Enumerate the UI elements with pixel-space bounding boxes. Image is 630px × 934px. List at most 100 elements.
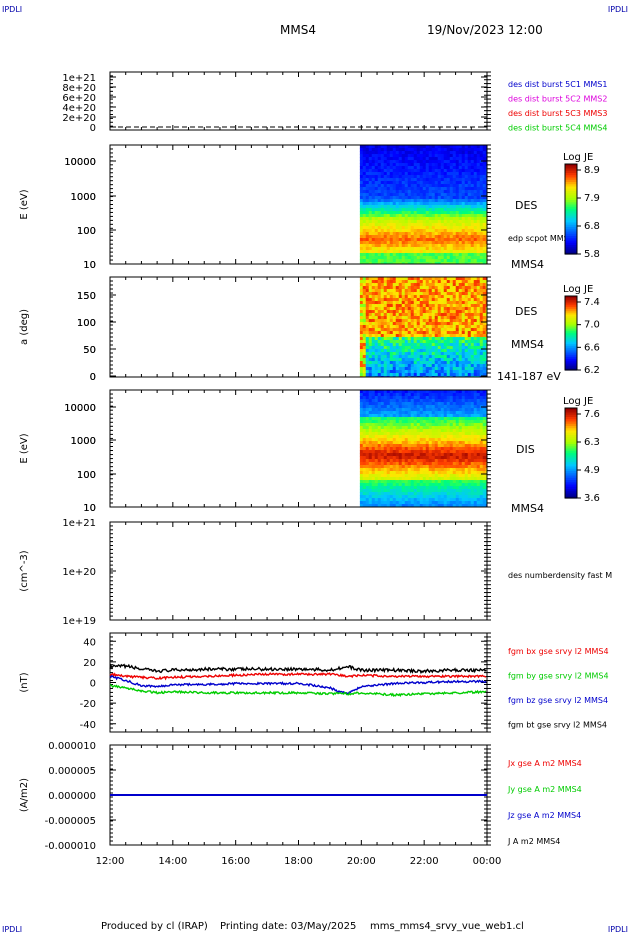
spectrogram-cell	[377, 355, 382, 359]
spectrogram-cell	[455, 259, 460, 263]
spectrogram-cell	[374, 202, 379, 206]
spectrogram-cell	[371, 468, 376, 472]
spectrogram-cell	[464, 241, 469, 245]
spectrogram-cell	[371, 145, 376, 149]
spectrogram-cell	[464, 277, 469, 281]
spectrogram-cell	[446, 241, 451, 245]
spectrogram-cell	[407, 298, 412, 302]
spectrogram-cell	[401, 501, 406, 505]
spectrogram-cell	[467, 247, 472, 251]
spectrogram-cell	[413, 438, 418, 442]
spectrogram-cell	[410, 247, 415, 251]
spectrogram-cell	[437, 328, 442, 332]
spectrogram-cell	[404, 262, 409, 264]
spectrogram-cell	[374, 178, 379, 182]
spectrogram-cell	[419, 453, 424, 457]
spectrogram-cell	[470, 373, 475, 377]
spectrogram-cell	[422, 456, 427, 460]
spectrogram-cell	[395, 283, 400, 287]
spectrogram-cell	[386, 310, 391, 314]
spectrogram-cell	[383, 280, 388, 284]
spectrogram-cell	[464, 259, 469, 263]
spectrogram-cell	[392, 181, 397, 185]
spectrogram-cell	[368, 492, 373, 496]
spectrogram-cell	[419, 154, 424, 158]
spectrogram-cell	[476, 361, 481, 365]
spectrogram-cell	[398, 346, 403, 350]
spectrogram-cell	[476, 154, 481, 158]
spectrogram-cell	[383, 504, 388, 507]
spectrogram-cell	[422, 495, 427, 499]
spectrogram-cell	[380, 459, 385, 463]
spectrogram-cell	[401, 480, 406, 484]
spectrogram-cell	[419, 208, 424, 212]
spectrogram-cell	[359, 325, 364, 329]
spectrogram-cell	[410, 435, 415, 439]
spectrogram-cell	[446, 304, 451, 308]
spectrogram-cell	[407, 352, 412, 356]
spectrogram-cell	[416, 334, 421, 338]
spectrogram-cell	[371, 402, 376, 406]
colorbar-swatch	[565, 186, 577, 190]
spectrogram-cell	[482, 190, 487, 194]
spectrogram-cell	[425, 247, 430, 251]
spectrogram-cell	[371, 420, 376, 424]
spectrogram-cell	[389, 190, 394, 194]
spectrogram-cell	[362, 217, 367, 221]
colorbar-swatch	[565, 303, 577, 306]
spectrogram-cell	[395, 289, 400, 293]
spectrogram-cell	[479, 358, 484, 362]
spectrogram-cell	[401, 453, 406, 457]
spectrogram-cell	[437, 444, 442, 448]
spectrogram-cell	[470, 319, 475, 323]
spectrogram-cell	[437, 399, 442, 403]
spectrogram-cell	[464, 208, 469, 212]
spectrogram-cell	[386, 205, 391, 209]
spectrogram-cell	[443, 286, 448, 290]
colorbar-swatch	[565, 353, 577, 356]
spectrogram-cell	[413, 390, 418, 394]
spectrogram-cell	[446, 202, 451, 206]
spectrogram-cell	[380, 256, 385, 260]
spectrogram-cell	[437, 352, 442, 356]
spectrogram-cell	[476, 352, 481, 356]
spectrogram-cell	[419, 438, 424, 442]
spectrogram-cell	[464, 166, 469, 170]
spectrogram-cell	[371, 262, 376, 264]
spectrogram-cell	[428, 483, 433, 487]
spectrogram-cell	[428, 160, 433, 164]
spectrogram-cell	[395, 414, 400, 418]
spectrogram-cell	[437, 331, 442, 335]
spectrogram-cell	[425, 166, 430, 170]
spectrogram-cell	[422, 465, 427, 469]
spectrogram-cell	[398, 292, 403, 296]
spectrogram-cell	[377, 441, 382, 445]
spectrogram-cell	[398, 405, 403, 409]
spectrogram-cell	[368, 244, 373, 248]
spectrogram-cell	[374, 145, 379, 149]
spectrogram-cell	[482, 220, 487, 224]
spectrogram-cell	[410, 450, 415, 454]
spectrogram-cell	[458, 295, 463, 299]
spectrogram-cell	[440, 298, 445, 302]
spectrogram-cell	[437, 304, 442, 308]
spectrogram-cell	[386, 181, 391, 185]
spectrogram-cell	[392, 367, 397, 371]
spectrogram-cell	[437, 310, 442, 314]
spectrogram-cell	[416, 250, 421, 254]
spectrogram-cell	[365, 456, 370, 460]
spectrogram-cell	[395, 145, 400, 149]
spectrogram-cell	[443, 211, 448, 215]
spectrogram-cell	[377, 229, 382, 233]
spectrogram-cell	[377, 199, 382, 203]
spectrogram-cell	[419, 423, 424, 427]
spectrogram-cell	[362, 504, 367, 507]
spectrogram-cell	[440, 208, 445, 212]
spectrogram-cell	[386, 178, 391, 182]
spectrogram-cell	[452, 313, 457, 317]
spectrogram-cell	[416, 301, 421, 305]
spectrogram-cell	[365, 184, 370, 188]
spectrogram-cell	[416, 370, 421, 374]
spectrogram-cell	[365, 480, 370, 484]
spectrogram-cell	[398, 244, 403, 248]
